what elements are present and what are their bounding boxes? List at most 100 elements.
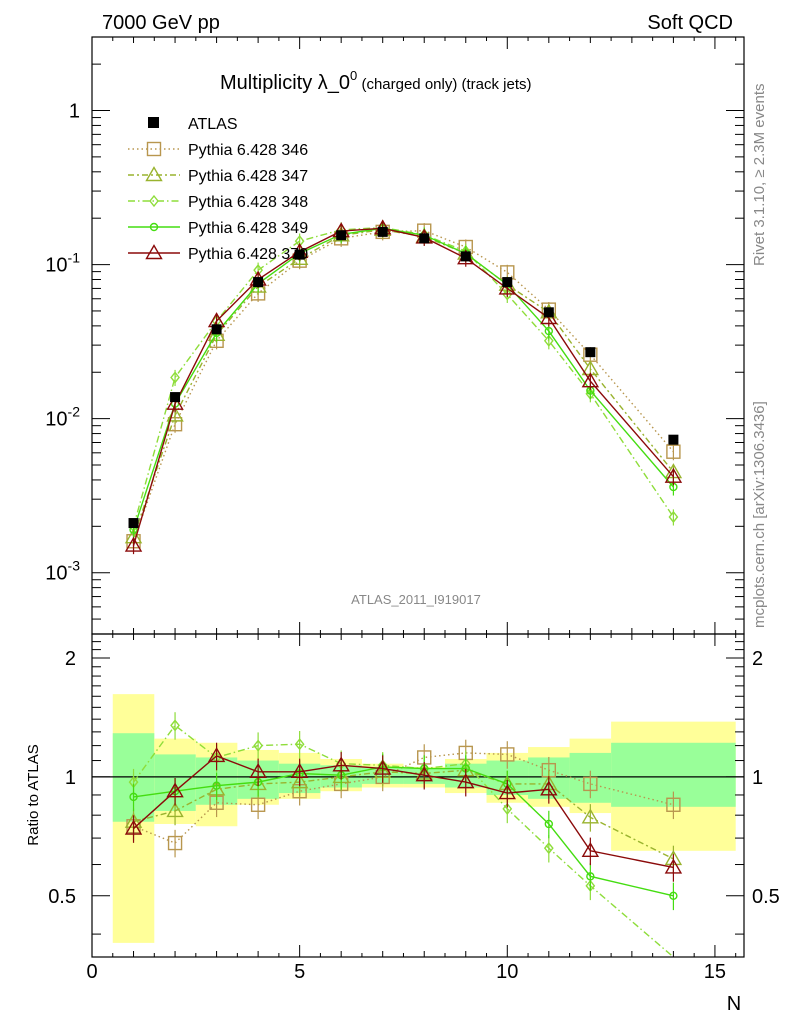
series-3 — [128, 219, 679, 535]
marker-diamond — [543, 334, 554, 347]
reference-point — [668, 434, 679, 445]
marker-triangle — [498, 784, 516, 800]
title-main: Multiplicity λ_0 — [220, 72, 350, 94]
legend-item: Pythia 6.428 349 — [128, 220, 308, 237]
series-4 — [129, 220, 678, 539]
marker-triangle — [332, 756, 350, 772]
marker-square — [146, 141, 162, 157]
y-tick-base: 10 — [45, 563, 67, 585]
marker-triangle — [290, 762, 309, 779]
ratio-panel: 0.5 0.5 1 1 2 2 — [48, 633, 780, 958]
marker-triangle — [207, 747, 226, 763]
energy-label: 7000 GeV pp — [102, 12, 220, 34]
y-tick-label: 1 — [69, 101, 80, 123]
process-label: Soft QCD — [647, 12, 733, 34]
ratio-tick-label-right: 1 — [752, 767, 763, 789]
legend-item: Pythia 6.428 347 — [128, 166, 308, 185]
series-line — [132, 227, 674, 530]
series-2 — [124, 220, 683, 546]
marker-triangle — [124, 536, 143, 552]
marker-circle — [544, 819, 554, 829]
marker-triangle — [498, 279, 516, 295]
x-tick-label: 15 — [704, 961, 726, 983]
x-tick-label: 5 — [294, 961, 305, 983]
marker-triangle — [166, 394, 184, 410]
marker-diamond — [294, 738, 305, 751]
y-tick-exponent: -2 — [68, 404, 81, 420]
y-tick-base: 10 — [45, 255, 67, 277]
marker-diamond — [585, 879, 596, 892]
mcplots-label: mcplots.cern.ch [arXiv:1306.3436] — [751, 401, 768, 628]
reference-point — [419, 233, 430, 244]
y-tick-exponent: -3 — [68, 558, 81, 574]
analysis-label: ATLAS_2011_I919017 — [351, 592, 481, 607]
y-tick-label: 10-3 — [45, 558, 80, 585]
marker-square — [666, 797, 681, 812]
reference-point — [502, 277, 513, 288]
marker-triangle — [166, 802, 184, 818]
marker-diamond — [668, 510, 679, 524]
marker-circle — [544, 326, 554, 336]
x-tick-label: 10 — [496, 961, 518, 983]
series-line — [132, 229, 674, 542]
y-tick-base: 10 — [45, 409, 67, 431]
marker-diamond — [253, 739, 264, 752]
legend-label: Pythia 6.428 349 — [188, 220, 308, 237]
ratio-tick-label-right: 0.5 — [752, 886, 780, 908]
y-tick-exponent: -1 — [68, 250, 81, 266]
marker-square — [167, 835, 183, 851]
legend-item: Pythia 6.428 346 — [128, 141, 308, 159]
reference-point — [460, 251, 471, 262]
marker-square — [500, 747, 515, 762]
reference-point — [294, 249, 305, 260]
plot-title: Multiplicity λ_00 (charged only) (track … — [220, 68, 532, 94]
reference-point — [128, 518, 139, 529]
y-tick-label: 10-1 — [45, 250, 80, 277]
legend-label: Pythia 6.428 347 — [188, 168, 308, 185]
reference-point — [253, 277, 264, 288]
ratio-frame — [91, 633, 745, 958]
marker-circle — [129, 792, 138, 802]
marker-diamond — [543, 842, 554, 855]
marker-triangle — [581, 808, 600, 824]
main-panel: 10-310-210-11 — [45, 36, 745, 635]
reference-point — [211, 324, 222, 335]
ratio-tick-label: 2 — [65, 648, 76, 670]
marker-diamond — [502, 288, 513, 301]
title-superscript: 0 — [350, 68, 357, 83]
ratio-tick-label: 1 — [65, 767, 76, 789]
marker-triangle — [664, 858, 683, 874]
marker-triangle — [581, 372, 600, 388]
marker-circle — [669, 891, 678, 901]
marker-circle — [212, 781, 221, 790]
rivet-label: Rivet 3.1.10, ≥ 2.3M events — [751, 84, 768, 267]
reference-point — [377, 226, 388, 237]
marker-triangle — [166, 782, 184, 798]
marker-square — [250, 797, 266, 812]
reference-point — [170, 392, 181, 403]
marker-square — [583, 776, 598, 792]
x-tick-label: 0 — [86, 961, 97, 983]
marker-triangle — [581, 841, 600, 857]
marker-diamond — [170, 371, 180, 384]
legend: ATLAS Pythia 6.428 346 Pythia 6.428 347 Pyt… — [128, 116, 308, 263]
legend-label: Pythia 6.428 348 — [188, 194, 308, 211]
y-tick-label: 10-2 — [45, 404, 80, 431]
reference-point — [585, 347, 596, 358]
legend-label: Pythia 6.428 370 — [188, 246, 308, 263]
marker-triangle — [540, 780, 558, 796]
marker-triangle — [124, 819, 143, 835]
legend-item: Pythia 6.428 370 — [128, 244, 308, 263]
marker-triangle — [664, 467, 683, 483]
legend-item: Pythia 6.428 348 — [128, 194, 308, 211]
marker-triangle — [415, 766, 433, 782]
marker-triangle — [145, 244, 163, 260]
marker-triangle — [457, 773, 475, 789]
marker-triangle — [145, 166, 163, 182]
marker-diamond — [149, 194, 159, 208]
ratio-tick-label: 0.5 — [48, 886, 76, 908]
legend-label: Pythia 6.428 346 — [188, 142, 308, 159]
series-5 — [124, 219, 683, 555]
marker-diamond — [170, 719, 180, 732]
